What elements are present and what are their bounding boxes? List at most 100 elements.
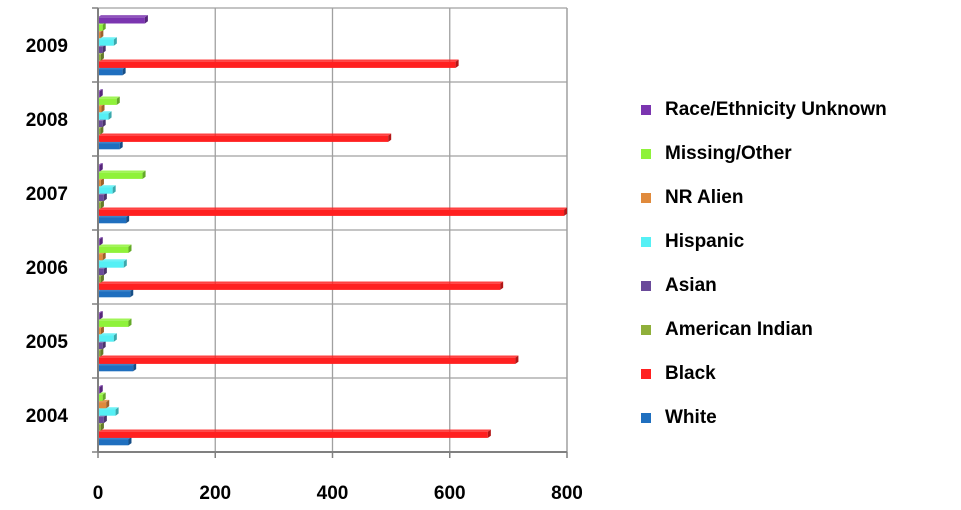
bar-end-face	[123, 259, 127, 268]
legend-label: White	[665, 407, 717, 428]
bar-end-face	[102, 118, 106, 128]
bar-white-2005	[98, 362, 137, 372]
bar-end-face	[102, 22, 106, 31]
bar-race-ethnicity-unknown-2009	[98, 15, 148, 24]
bar-front-face	[98, 180, 101, 187]
bar-asian-2008	[98, 118, 106, 128]
bar-front-face	[98, 69, 123, 76]
legend-item-white: White	[641, 396, 956, 440]
bar-black-2006	[98, 281, 504, 290]
bar-missing-other-2005	[98, 318, 132, 327]
x-tick-label: 200	[199, 483, 231, 504]
legend-swatch	[641, 193, 651, 203]
bar-front-face	[98, 46, 103, 54]
bar-front-face	[98, 24, 103, 31]
bar-hispanic-2006	[98, 259, 127, 268]
bar-nr-alien-2006	[98, 251, 106, 261]
legend-swatch	[641, 413, 651, 423]
bar-end-face	[113, 37, 117, 46]
bar-front-face	[98, 402, 107, 409]
bar-front-face	[98, 342, 103, 350]
bar-white-2008	[98, 140, 123, 150]
bar-asian-2007	[98, 192, 107, 202]
x-tick-label: 0	[93, 483, 104, 504]
bar-end-face	[128, 436, 132, 446]
legend-label: Asian	[665, 275, 717, 296]
bar-front-face	[98, 365, 134, 372]
y-category-label: 2005	[26, 332, 69, 353]
bar-front-face	[98, 143, 120, 150]
bar-front-face	[98, 424, 101, 431]
bar-end-face	[100, 177, 104, 187]
bar-front-face	[98, 54, 101, 61]
y-category-label: 2006	[26, 258, 68, 279]
bar-front-face	[98, 276, 101, 283]
bar-missing-other-2009	[98, 22, 106, 31]
bar-black-2008	[98, 133, 392, 142]
bar-end-face	[100, 274, 104, 283]
bar-front-face	[98, 202, 101, 209]
bar-front-face	[98, 254, 103, 261]
bar-front-face	[98, 261, 124, 268]
x-tick-label: 400	[317, 483, 349, 504]
bar-end-face	[103, 414, 107, 424]
legend-item-black: Black	[641, 352, 956, 396]
bar-end-face	[100, 126, 104, 135]
bar-end-face	[102, 44, 106, 54]
bar-nr-alien-2004	[98, 399, 110, 409]
bar-end-face	[102, 251, 106, 261]
y-category-label: 2004	[26, 406, 69, 427]
bar-top-face	[98, 237, 103, 240]
bar-front-face	[98, 32, 101, 39]
bar-black-2004	[98, 429, 491, 438]
bar-front-face	[98, 39, 114, 46]
bar-top-face	[98, 170, 146, 173]
bar-front-face	[98, 283, 501, 290]
bar-hispanic-2007	[98, 185, 116, 194]
legend-swatch	[641, 237, 651, 247]
bar-end-face	[144, 15, 148, 24]
bar-end-face	[106, 399, 110, 409]
bar-front-face	[98, 409, 116, 416]
bar-front-face	[98, 416, 104, 424]
legend-label: Black	[665, 363, 716, 384]
legend-label: Hispanic	[665, 231, 745, 252]
bar-top-face	[98, 311, 103, 314]
bar-missing-other-2007	[98, 170, 146, 179]
legend-item-race-ethnicity-unknown: Race/Ethnicity Unknown	[641, 88, 956, 132]
bar-top-face	[98, 37, 117, 40]
bar-top-face	[98, 207, 568, 210]
bar-end-face	[100, 325, 104, 335]
bar-white-2009	[98, 66, 126, 76]
bar-end-face	[99, 385, 103, 394]
bar-front-face	[98, 268, 104, 276]
legend-item-asian: Asian	[641, 264, 956, 308]
bar-front-face	[98, 394, 103, 401]
bar-front-face	[98, 17, 145, 24]
bar-asian-2005	[98, 340, 106, 350]
x-tick-label: 600	[434, 483, 466, 504]
bar-white-2007	[98, 214, 130, 224]
gridlines	[97, 7, 568, 452]
bar-end-face	[119, 140, 123, 150]
bar-front-face	[98, 128, 101, 135]
x-tick-label: 800	[551, 483, 583, 504]
bar-end-face	[128, 318, 132, 327]
legend-label: American Indian	[665, 319, 813, 340]
bar-end-face	[101, 103, 105, 113]
bar-top-face	[98, 333, 117, 336]
bar-front-face	[98, 61, 456, 68]
bar-end-face	[564, 207, 568, 216]
bar-end-face	[112, 185, 116, 194]
y-category-label: 2007	[26, 184, 68, 205]
bar-end-face	[487, 429, 491, 438]
bar-front-face	[98, 320, 129, 327]
legend-item-missing-other: Missing/Other	[641, 132, 956, 176]
bar-end-face	[103, 192, 107, 202]
legend-swatch	[641, 369, 651, 379]
bar-top-face	[98, 281, 504, 284]
bar-end-face	[102, 340, 106, 350]
legend-label: NR Alien	[665, 187, 744, 208]
legend-item-american-indian: American Indian	[641, 308, 956, 352]
bar-front-face	[98, 335, 114, 342]
